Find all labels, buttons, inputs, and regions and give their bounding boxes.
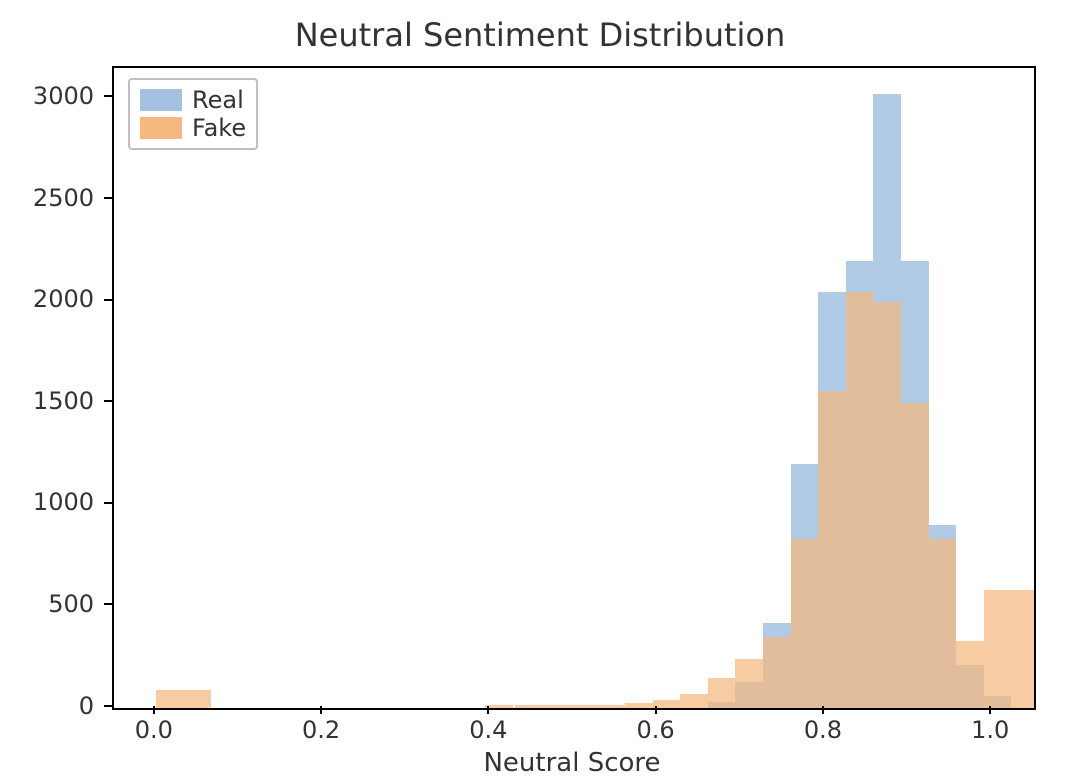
bars-layer [114,68,1034,708]
y-tick-mark [104,400,112,402]
histogram-bar [708,678,736,708]
y-tick-label: 1500 [0,387,94,415]
figure: Neutral Sentiment Distribution RealFake … [0,0,1080,779]
legend-swatch [140,117,182,139]
y-tick-mark [104,197,112,199]
x-tick-label: 0.8 [783,716,863,744]
histogram-bar [956,641,984,708]
x-tick-label: 0.4 [448,716,528,744]
x-tick-mark [989,706,991,714]
y-tick-mark [104,299,112,301]
x-tick-label: 1.0 [950,716,1030,744]
histogram-bar [818,391,846,708]
x-axis-label: Neutral Score [112,748,1032,778]
legend-item: Real [140,86,246,114]
histogram-bar [763,637,791,708]
histogram-bar [515,705,543,708]
y-tick-mark [104,95,112,97]
histogram-bar [485,705,513,708]
legend-label: Fake [192,114,246,142]
histogram-bar [570,705,598,708]
legend-item: Fake [140,114,246,142]
x-tick-label: 0.0 [114,716,194,744]
plot-area: RealFake [112,66,1036,710]
y-tick-label: 2500 [0,184,94,212]
histogram-bar [625,703,653,708]
x-tick-mark [822,706,824,714]
histogram-bar [984,590,1012,708]
x-tick-label: 0.6 [616,716,696,744]
y-tick-label: 500 [0,590,94,618]
y-tick-label: 1000 [0,488,94,516]
histogram-bar [791,539,819,708]
x-tick-mark [655,706,657,714]
histogram-bar [680,694,708,708]
legend: RealFake [128,78,258,150]
histogram-bar [735,659,763,708]
x-tick-label: 0.2 [281,716,361,744]
histogram-bar [183,690,211,708]
histogram-bar [846,292,874,709]
histogram-bar [901,403,929,708]
histogram-bar [873,302,901,708]
legend-swatch [140,89,182,111]
histogram-bar [542,705,570,708]
y-tick-label: 2000 [0,285,94,313]
y-tick-mark [104,603,112,605]
histogram-bar [1011,590,1034,708]
histogram-bar [156,690,184,708]
histogram-bar [597,705,625,708]
y-tick-label: 3000 [0,82,94,110]
y-tick-label: 0 [0,692,94,720]
chart-title: Neutral Sentiment Distribution [0,16,1080,54]
y-tick-mark [104,705,112,707]
y-tick-mark [104,502,112,504]
x-tick-mark [153,706,155,714]
x-tick-mark [487,706,489,714]
legend-label: Real [192,86,244,114]
histogram-bar [653,700,681,708]
x-tick-mark [320,706,322,714]
histogram-bar [929,539,957,708]
